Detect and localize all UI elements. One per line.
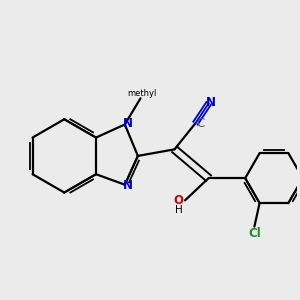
Text: O: O [173,194,184,207]
Text: C: C [196,117,205,130]
Text: H: H [175,205,182,214]
Text: N: N [122,179,132,193]
Text: Cl: Cl [248,227,261,240]
Text: N: N [122,117,132,130]
Text: N: N [206,96,216,109]
Text: methyl: methyl [127,88,157,98]
